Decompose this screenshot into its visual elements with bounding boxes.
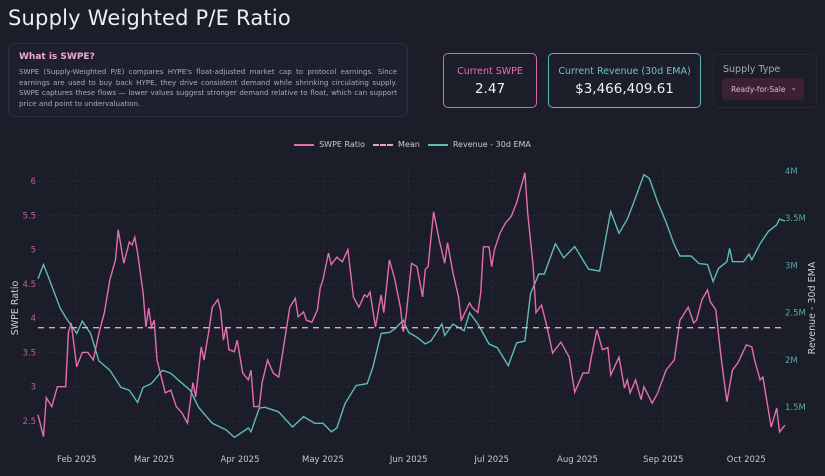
swpe-line xyxy=(37,172,786,437)
y2-tick-label: 1.5M xyxy=(785,403,806,413)
legend-item-revenue[interactable]: Revenue - 30d EMA xyxy=(427,140,531,149)
y-tick-label: 4.5 xyxy=(22,280,36,290)
chart-legend: SWPE Ratio Mean Revenue - 30d EMA xyxy=(0,140,825,149)
current-swpe-label: Current SWPE xyxy=(457,66,523,77)
x-tick-label: Aug 2025 xyxy=(557,455,598,465)
y-tick-label: 2.5 xyxy=(22,417,36,427)
legend-swatch-mean xyxy=(373,143,394,146)
tick-labels: Feb 2025 Mar 2025 Apr 2025 May 2025 Jun 2025… xyxy=(22,167,805,465)
x-tick-label: Jun 2025 xyxy=(389,455,428,465)
grid xyxy=(38,170,785,445)
x-tick-label: Oct 2025 xyxy=(727,455,766,465)
x-tick-label: Apr 2025 xyxy=(220,455,259,465)
x-tick-label: May 2025 xyxy=(302,455,344,465)
chevron-down-icon: ⌄ xyxy=(790,83,797,92)
y2-tick-label: 2.5M xyxy=(785,309,806,319)
page-title: Supply Weighted P/E Ratio xyxy=(8,6,291,30)
y2-axis-title: Revenue - 30d EMA xyxy=(807,261,818,354)
x-tick-label: Feb 2025 xyxy=(57,455,96,465)
legend-swatch-swpe xyxy=(294,143,315,146)
info-panel: What is SWPE? SWPE (Supply-Weighted P/E)… xyxy=(8,43,408,117)
legend-swatch-revenue xyxy=(427,143,448,146)
current-swpe-card: Current SWPE 2.47 xyxy=(443,53,537,108)
legend-item-mean[interactable]: Mean xyxy=(373,140,420,149)
supply-type-panel: Supply Type Ready-for-Sale ⌄ xyxy=(713,54,817,108)
y-tick-label: 4 xyxy=(31,314,36,324)
current-revenue-card: Current Revenue (30d EMA) $3,466,409.61 xyxy=(548,53,701,108)
legend-item-swpe[interactable]: SWPE Ratio xyxy=(294,140,365,149)
legend-label-swpe: SWPE Ratio xyxy=(319,140,366,149)
info-text: SWPE (Supply-Weighted P/E) compares HYPE… xyxy=(19,67,397,108)
current-swpe-value: 2.47 xyxy=(474,81,506,97)
y-tick-label: 3 xyxy=(31,383,36,393)
y-tick-label: 5.5 xyxy=(22,211,36,221)
supply-type-select[interactable]: Ready-for-Sale ⌄ xyxy=(722,78,804,100)
revenue-line xyxy=(37,173,786,439)
x-tick-label: Sep 2025 xyxy=(643,455,683,465)
y2-tick-label: 4M xyxy=(785,167,798,177)
supply-type-label: Supply Type xyxy=(723,64,781,75)
x-tick-label: Mar 2025 xyxy=(134,455,174,465)
y2-tick-label: 3M xyxy=(785,261,798,271)
x-tick-label: Jul 2025 xyxy=(473,455,509,465)
y-tick-label: 5 xyxy=(31,246,36,256)
current-revenue-label: Current Revenue (30d EMA) xyxy=(558,66,691,77)
current-revenue-value: $3,466,409.61 xyxy=(575,81,674,97)
y2-tick-label: 3.5M xyxy=(785,214,806,224)
y-tick-label: 3.5 xyxy=(22,348,36,358)
legend-label-revenue: Revenue - 30d EMA xyxy=(452,140,531,149)
y-axis-title: SWPE Ratio xyxy=(10,281,21,336)
legend-label-mean: Mean xyxy=(398,140,420,149)
y2-tick-label: 2M xyxy=(785,356,798,366)
y-tick-label: 6 xyxy=(31,177,36,187)
info-heading: What is SWPE? xyxy=(19,52,95,62)
supply-type-selected: Ready-for-Sale xyxy=(731,84,786,94)
